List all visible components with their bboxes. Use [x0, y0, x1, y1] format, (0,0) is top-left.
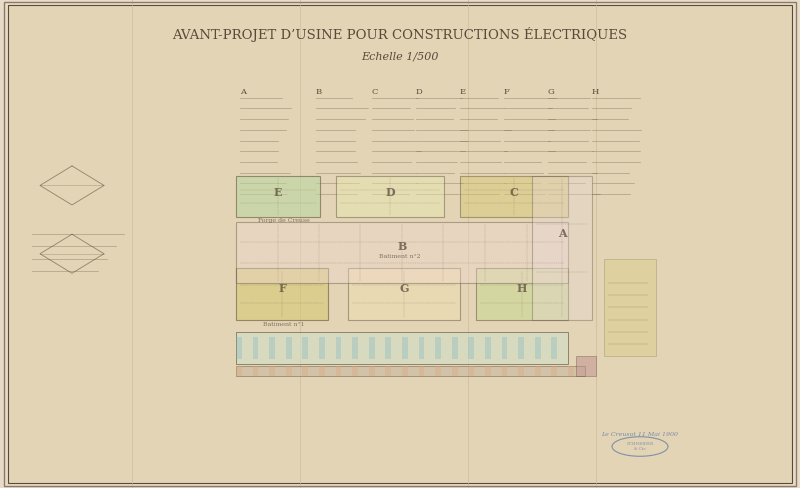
Bar: [468, 366, 474, 376]
Bar: [336, 176, 444, 217]
Bar: [336, 337, 342, 359]
Bar: [402, 366, 408, 376]
Bar: [485, 337, 491, 359]
Bar: [604, 259, 656, 356]
Text: D: D: [416, 88, 422, 96]
Bar: [386, 366, 391, 376]
Text: D: D: [385, 187, 395, 198]
Bar: [485, 366, 491, 376]
Bar: [568, 366, 574, 376]
Text: Forge de Creuse: Forge de Creuse: [258, 218, 310, 223]
Bar: [502, 337, 507, 359]
Text: SCHNEIDER
& Cie: SCHNEIDER & Cie: [626, 442, 654, 451]
Bar: [236, 366, 242, 376]
Bar: [502, 366, 507, 376]
Bar: [369, 337, 374, 359]
Bar: [460, 176, 568, 217]
Bar: [418, 366, 425, 376]
Bar: [253, 366, 258, 376]
Bar: [476, 268, 568, 320]
Text: C: C: [372, 88, 378, 96]
Text: Batiment n°2: Batiment n°2: [379, 254, 421, 259]
Bar: [319, 366, 325, 376]
Text: B: B: [316, 88, 322, 96]
Bar: [532, 176, 592, 320]
Bar: [236, 176, 320, 217]
Text: G: G: [548, 88, 554, 96]
Bar: [319, 337, 325, 359]
Bar: [468, 337, 474, 359]
Bar: [386, 337, 391, 359]
Bar: [236, 222, 568, 283]
Text: A: A: [240, 88, 246, 96]
Text: F: F: [278, 284, 286, 294]
Text: H: H: [517, 284, 527, 294]
Bar: [518, 337, 524, 359]
Bar: [236, 337, 242, 359]
Text: Echelle 1/500: Echelle 1/500: [362, 51, 438, 61]
Text: A: A: [558, 228, 566, 239]
Bar: [452, 337, 458, 359]
Text: H: H: [592, 88, 599, 96]
Bar: [435, 337, 441, 359]
Bar: [269, 337, 275, 359]
Bar: [236, 332, 568, 364]
Bar: [369, 366, 374, 376]
Bar: [302, 366, 308, 376]
Bar: [534, 366, 541, 376]
Text: Batiment n°1: Batiment n°1: [263, 322, 305, 327]
Text: F: F: [504, 88, 510, 96]
Bar: [348, 268, 460, 320]
Text: B: B: [398, 241, 406, 252]
Text: G: G: [399, 284, 409, 294]
Bar: [534, 337, 541, 359]
Bar: [236, 366, 585, 376]
Bar: [302, 337, 308, 359]
Bar: [253, 337, 258, 359]
Bar: [352, 366, 358, 376]
Bar: [269, 366, 275, 376]
Bar: [518, 366, 524, 376]
Bar: [402, 337, 408, 359]
Bar: [551, 337, 558, 359]
Bar: [286, 366, 292, 376]
Bar: [576, 356, 596, 376]
Bar: [418, 337, 425, 359]
Bar: [286, 337, 292, 359]
Bar: [236, 268, 328, 320]
Bar: [336, 366, 342, 376]
Bar: [551, 366, 558, 376]
Text: E: E: [460, 88, 466, 96]
Text: AVANT-PROJET D’USINE POUR CONSTRUCTIONS ÉLECTRIQUES: AVANT-PROJET D’USINE POUR CONSTRUCTIONS …: [173, 27, 627, 41]
Bar: [352, 337, 358, 359]
Text: Le Creusot 11 Mai 1900: Le Creusot 11 Mai 1900: [602, 432, 678, 437]
Bar: [452, 366, 458, 376]
Text: E: E: [274, 187, 282, 198]
Bar: [435, 366, 441, 376]
Text: C: C: [510, 187, 518, 198]
